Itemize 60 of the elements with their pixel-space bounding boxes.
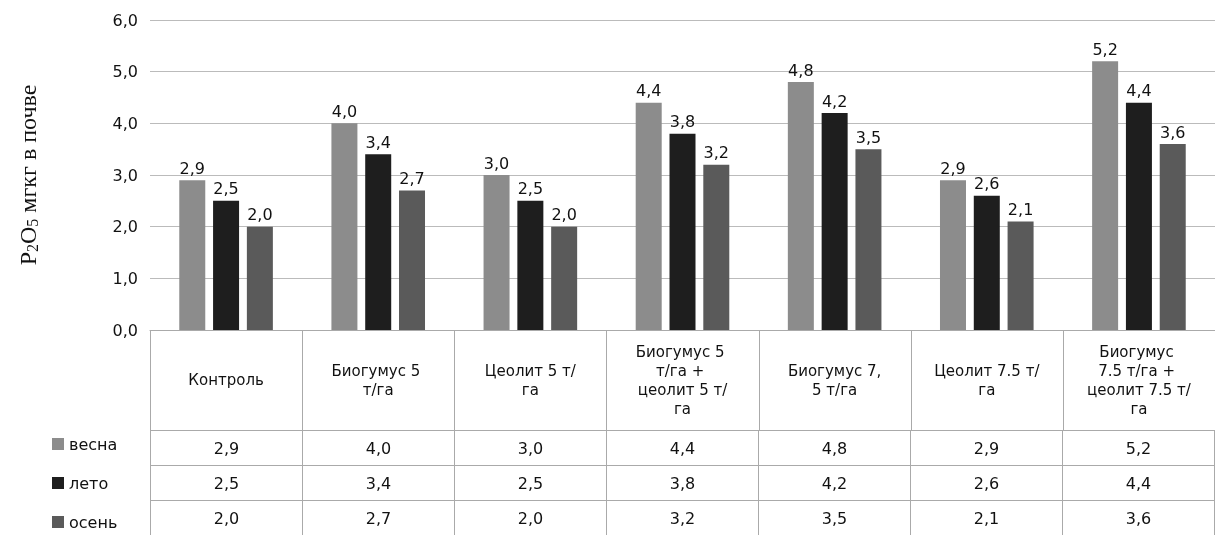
data-label: 4,4 [606, 430, 759, 466]
text: 2,5 [213, 179, 239, 199]
data-label: 3,2 [606, 500, 759, 535]
x-tick-label: Биогумус 7.5 т/га + цеолит 7.5 т/га [1086, 342, 1192, 418]
data-label: 4,4 [1062, 465, 1215, 501]
text: 3,2 [703, 143, 730, 163]
data-label: 2,9 [150, 430, 303, 466]
text: 2,1 [1007, 200, 1034, 219]
text: 2,9 [940, 158, 966, 178]
text: 3,8 [669, 112, 696, 132]
data-label: 2,5 [454, 465, 607, 501]
y-tick-label: 5,0 [112, 62, 138, 82]
data-label: 2,9 [910, 430, 1063, 466]
data-label: 4,0 [302, 430, 455, 466]
data-label: 3,0 [454, 430, 607, 466]
data-label: 3,6 [1062, 500, 1215, 535]
y-tick-label: 0,0 [112, 320, 138, 340]
text: 2,0 [551, 205, 577, 225]
data-label: 4,2 [758, 465, 911, 501]
y-axis-title: P2O5 мгкг в почве [15, 84, 41, 266]
data-label: 2,6 [910, 465, 1063, 501]
legend-label: лето [69, 473, 109, 493]
text: 4,4 [1126, 81, 1152, 101]
y-tick-label: 1,0 [112, 268, 138, 288]
text: 4,2 [821, 91, 848, 111]
text: 4,0 [331, 101, 358, 121]
data-label: 2,1 [910, 500, 1063, 535]
x-tick-label: Цеолит 7.5 т/га [934, 361, 1041, 399]
text: 4,4 [635, 81, 662, 101]
x-tick-label: Биогумус 5 т/га + цеолит 5 т/га [635, 342, 730, 418]
text: 2,5 [517, 179, 544, 199]
text: 3,0 [483, 153, 510, 173]
x-tick-label: Биогумус 7,5 т/га [787, 361, 882, 399]
x-tick-label: Контроль [188, 371, 264, 389]
data-label: 3,8 [606, 465, 759, 501]
y-tick-label: 6,0 [112, 10, 138, 30]
data-label: 3,4 [302, 465, 455, 501]
x-tick-label: Биогумус 5 т/га [331, 361, 425, 399]
y-tick-label: 2,0 [112, 217, 138, 237]
text: 3,6 [1160, 122, 1186, 142]
text: 3,5 [855, 127, 882, 147]
y-tick-label: 3,0 [112, 165, 138, 185]
data-label: 2,7 [302, 500, 455, 535]
data-label: 2,0 [150, 500, 303, 535]
text: 2,0 [247, 205, 273, 225]
text: 2,6 [974, 174, 1000, 194]
text: 4,8 [788, 60, 814, 80]
data-label: 4,8 [758, 430, 911, 466]
x-tick-label: Цеолит 5 т/га [484, 361, 577, 399]
data-label: 2,5 [150, 465, 303, 501]
text: 2,7 [399, 169, 425, 188]
data-label: 3,5 [758, 500, 911, 535]
data-label: 5,2 [1062, 430, 1215, 466]
text: 2,9 [179, 158, 205, 178]
y-tick-label: 4,0 [112, 113, 138, 133]
text: 5,2 [1092, 39, 1118, 59]
legend-label: весна [69, 434, 118, 454]
legend-label: осень [69, 512, 118, 532]
text: 3,4 [365, 132, 391, 152]
data-label: 2,0 [454, 500, 607, 535]
